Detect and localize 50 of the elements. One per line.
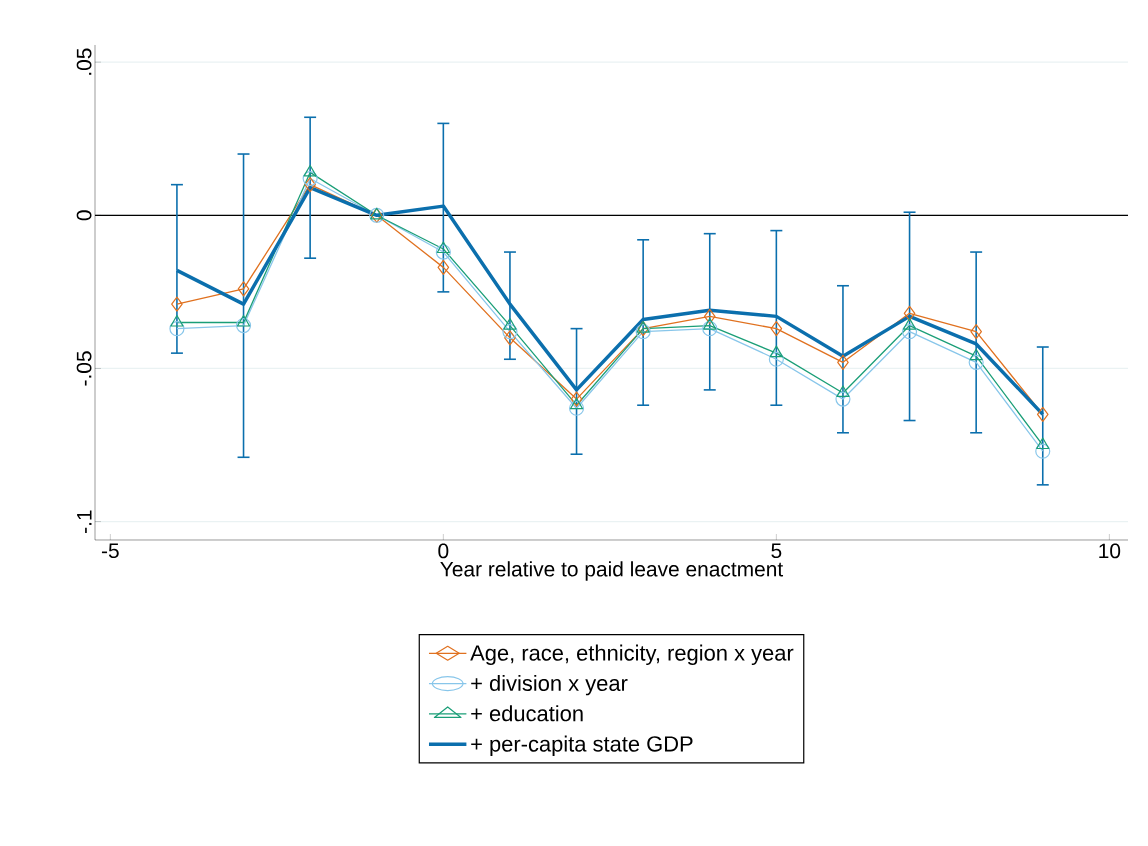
point bbox=[903, 305, 916, 321]
y-tick-label: -.1 bbox=[77, 510, 92, 533]
point bbox=[968, 354, 984, 370]
point bbox=[770, 321, 783, 337]
point bbox=[837, 354, 849, 370]
point bbox=[836, 385, 850, 398]
legend-label: Age, race, ethnicity, region x year bbox=[470, 644, 794, 666]
point bbox=[504, 330, 516, 346]
point bbox=[901, 324, 918, 340]
x-tick-label: 0 bbox=[438, 543, 449, 559]
point bbox=[169, 321, 185, 337]
legend-label: + per-capita state GDP bbox=[471, 735, 693, 757]
legend-label: + division x year bbox=[471, 674, 628, 696]
point bbox=[502, 324, 518, 340]
y-tick-label: 0 bbox=[76, 210, 92, 221]
point bbox=[435, 244, 451, 260]
point bbox=[304, 177, 316, 193]
point bbox=[636, 321, 650, 333]
point bbox=[1036, 437, 1050, 450]
point bbox=[236, 314, 251, 327]
point bbox=[969, 348, 983, 361]
point bbox=[503, 317, 517, 330]
point bbox=[437, 259, 450, 275]
point bbox=[235, 317, 252, 334]
point bbox=[768, 351, 784, 367]
point bbox=[902, 317, 917, 330]
point bbox=[702, 321, 718, 337]
point bbox=[302, 170, 318, 187]
point bbox=[703, 308, 716, 324]
x-axis-title: Year relative to paid leave enactment bbox=[440, 561, 784, 581]
point bbox=[570, 391, 583, 407]
point bbox=[171, 296, 183, 312]
y-tick-label: -.05 bbox=[76, 351, 92, 386]
x-tick-label: -5 bbox=[101, 543, 119, 559]
point bbox=[436, 241, 450, 254]
point bbox=[170, 314, 184, 327]
x-tick-label: 10 bbox=[1099, 543, 1121, 559]
point bbox=[568, 400, 585, 416]
point bbox=[835, 391, 851, 407]
x-tick-label: 5 bbox=[771, 543, 782, 559]
point bbox=[303, 164, 317, 177]
point bbox=[970, 324, 982, 340]
point bbox=[237, 281, 250, 297]
legend-label: + education bbox=[471, 705, 583, 722]
point bbox=[703, 317, 717, 330]
point bbox=[1035, 443, 1051, 459]
point bbox=[569, 397, 584, 410]
point bbox=[769, 345, 783, 358]
y-tick-label: .05 bbox=[76, 48, 92, 75]
point bbox=[1036, 406, 1049, 422]
